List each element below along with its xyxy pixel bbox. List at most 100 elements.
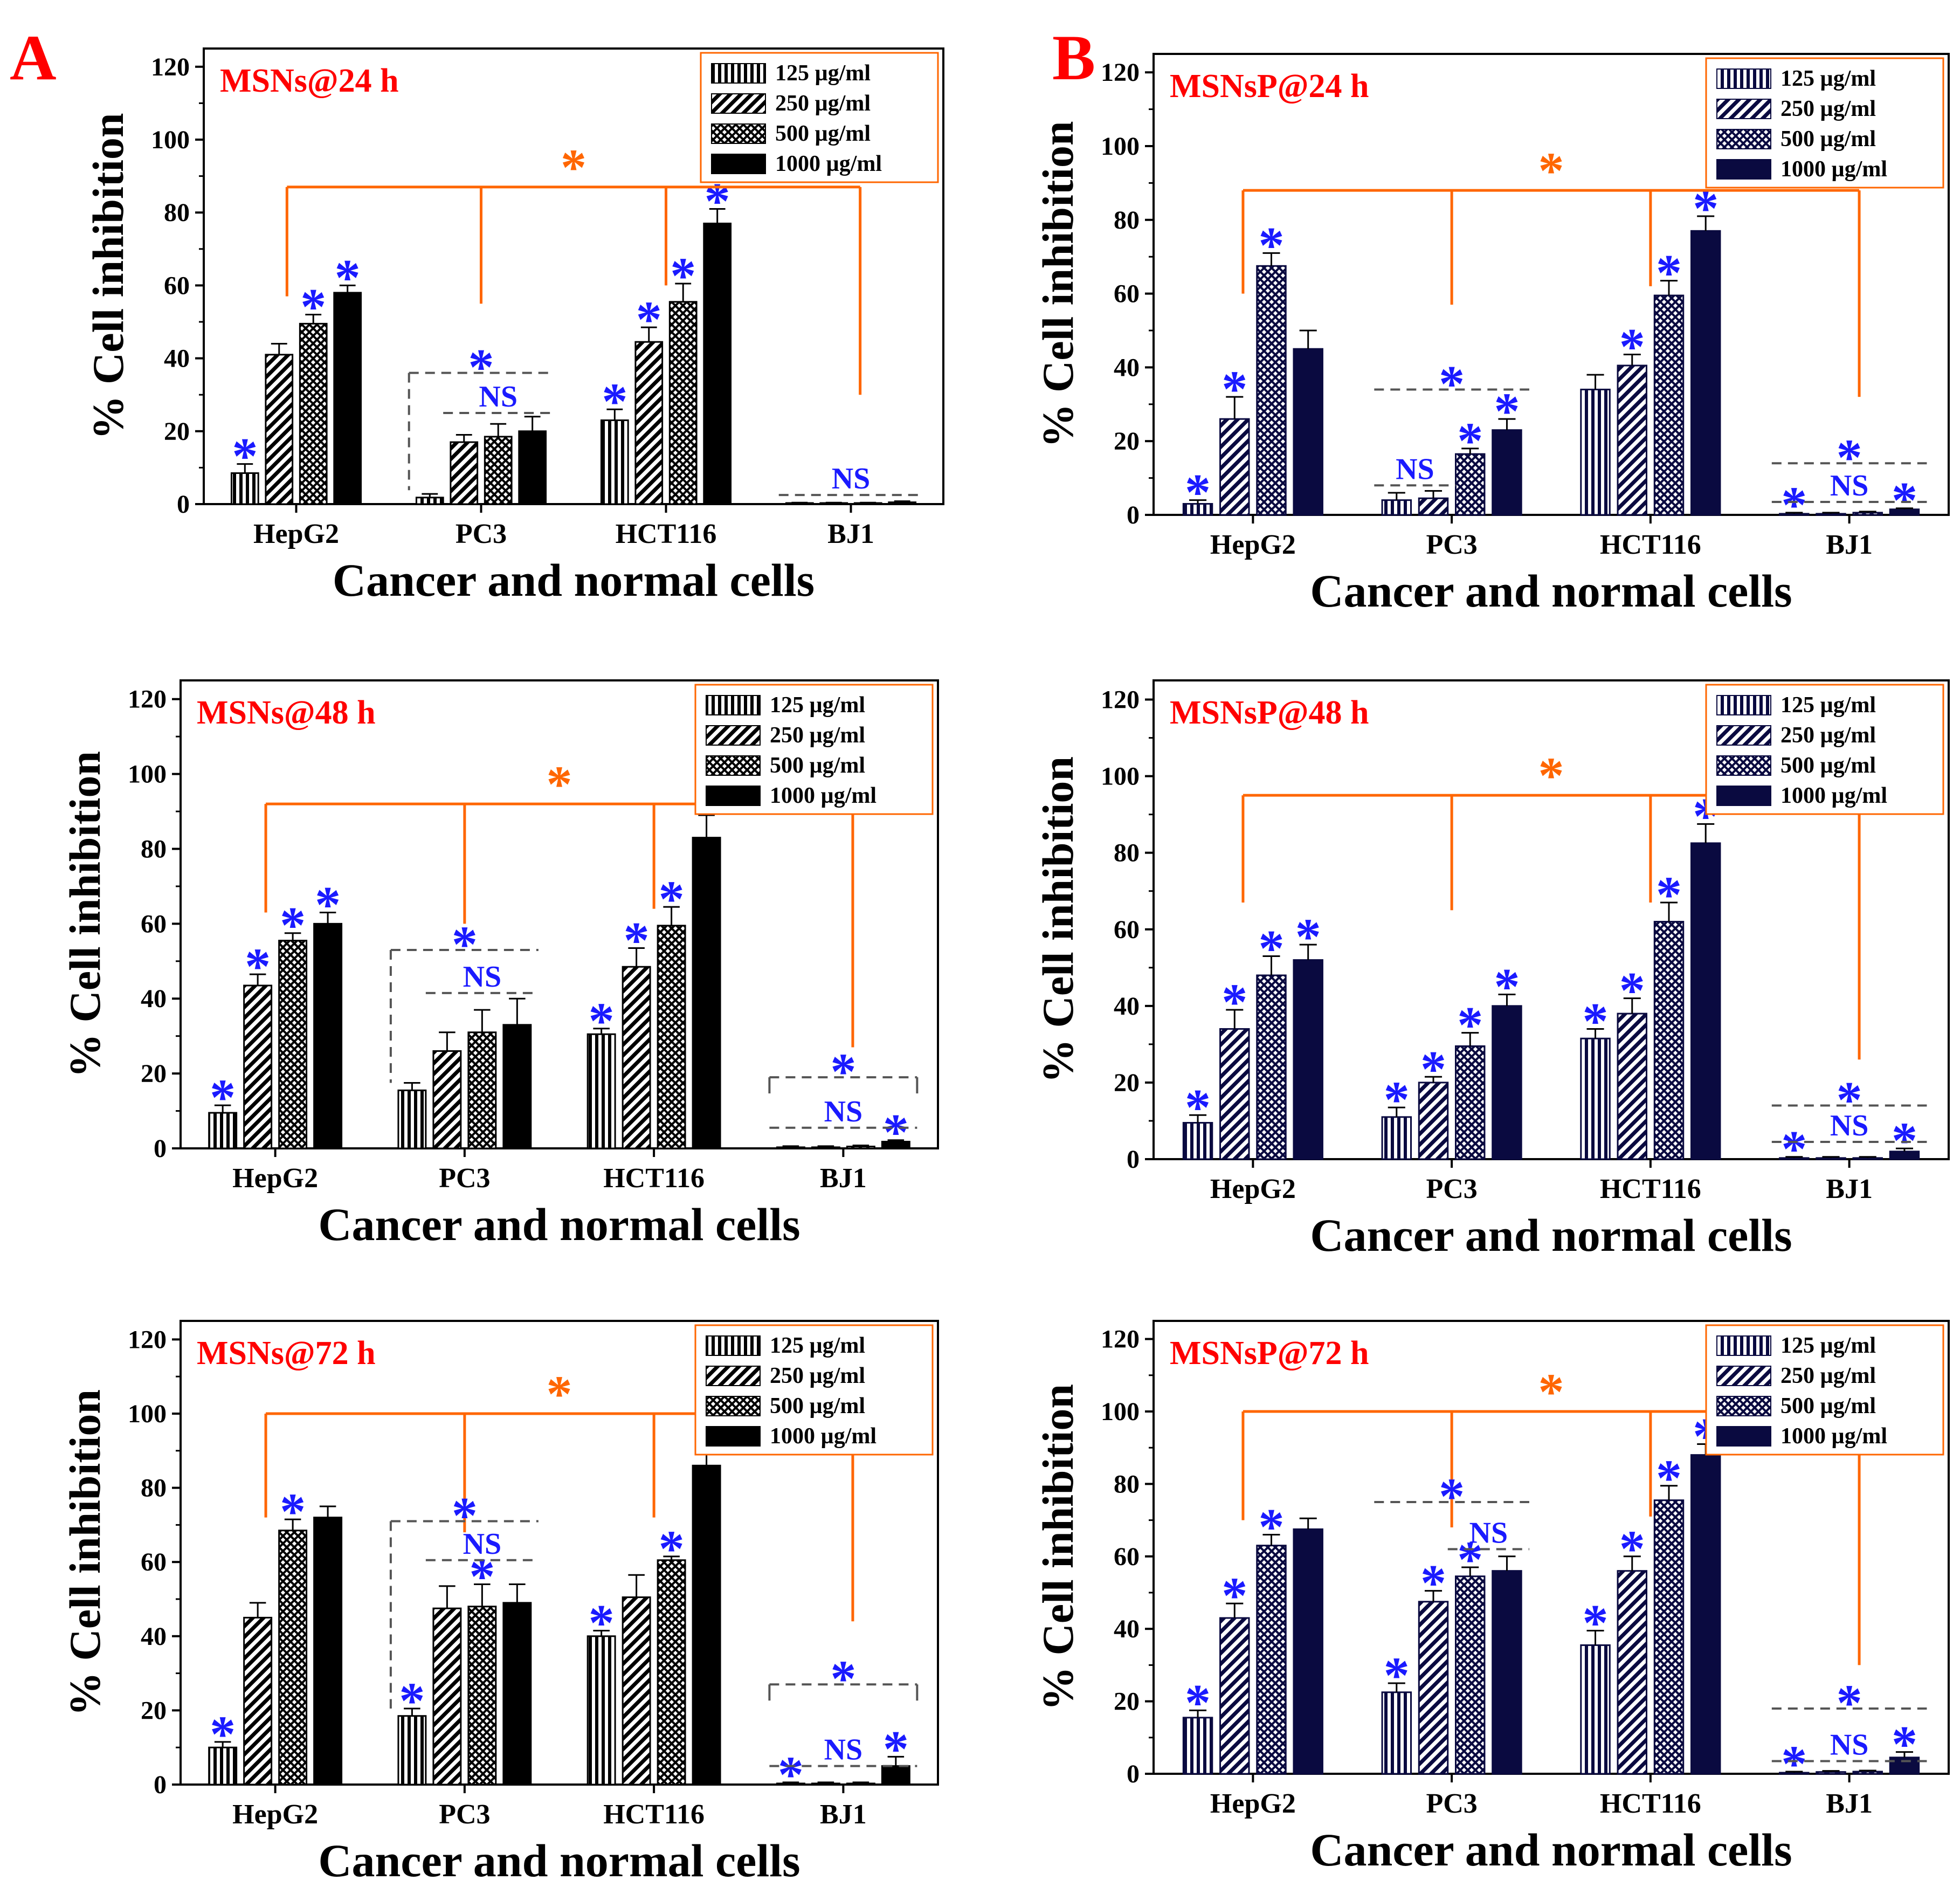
- bar: [1852, 1771, 1883, 1775]
- x-tick-label: BJ1: [820, 1799, 867, 1830]
- legend-swatch: [706, 786, 761, 806]
- bar: [333, 292, 362, 505]
- bar: [278, 1530, 308, 1786]
- y-tick-label: 40: [1114, 353, 1140, 382]
- bar: [634, 341, 664, 505]
- x-tick-label: HepG2: [253, 519, 339, 549]
- y-tick-label: 80: [1114, 839, 1140, 867]
- bar: [1653, 921, 1685, 1160]
- significance-star: *: [1781, 1120, 1807, 1178]
- bracket-star: *: [1439, 355, 1465, 412]
- bar: [1816, 513, 1846, 516]
- bar: [518, 430, 547, 505]
- significance-star: *: [1583, 1594, 1609, 1652]
- chart-title: MSNs@24 h: [220, 63, 399, 99]
- significance-star: *: [589, 1594, 615, 1651]
- legend-label: 1000 µg/ml: [1780, 1424, 1887, 1449]
- x-tick-label: PC3: [1426, 1174, 1477, 1204]
- significance-star: *: [210, 1705, 236, 1763]
- bracket-ns-label: NS: [1830, 1728, 1869, 1761]
- plot-frame: [180, 1320, 939, 1786]
- x-tick-label: HCT116: [1600, 529, 1701, 560]
- x-tick-label: PC3: [456, 519, 507, 549]
- bar: [243, 1616, 273, 1786]
- significance-star: *: [1185, 1078, 1211, 1136]
- bar: [668, 301, 698, 505]
- bar: [692, 837, 721, 1149]
- bar: [467, 1031, 497, 1149]
- legend-label: 1000 µg/ml: [1780, 783, 1887, 808]
- x-tick-label: BJ1: [1826, 1788, 1873, 1819]
- bar: [1690, 842, 1721, 1160]
- bracket-star: *: [1837, 429, 1862, 486]
- legend-label: 250 µg/ml: [775, 91, 871, 116]
- bracket-ns-label: NS: [824, 1733, 863, 1767]
- significance-star: *: [300, 278, 326, 335]
- bar: [1219, 1028, 1250, 1160]
- y-tick-label: 100: [1101, 1397, 1140, 1426]
- bar: [208, 1112, 238, 1149]
- y-tick-label: 0: [1127, 501, 1140, 529]
- x-tick-label: HCT116: [1600, 1788, 1701, 1819]
- legend-swatch: [1716, 68, 1771, 89]
- y-tick-label: 60: [164, 271, 190, 300]
- significance-star: *: [1457, 996, 1483, 1054]
- orange-star: *: [547, 1365, 572, 1423]
- significance-star: *: [1258, 1498, 1284, 1555]
- y-axis-label: % Cell inhibition: [1033, 756, 1082, 1083]
- significance-star: *: [1420, 1554, 1446, 1612]
- x-tick-label: HCT116: [1600, 1174, 1701, 1204]
- legend-swatch: [706, 725, 761, 746]
- legend-label: 250 µg/ml: [1780, 1363, 1876, 1388]
- legend-label: 250 µg/ml: [1780, 97, 1876, 121]
- y-axis-label: % Cell inhibition: [84, 113, 133, 439]
- orange-star: *: [547, 755, 572, 813]
- x-tick-label: BJ1: [1826, 529, 1873, 560]
- legend-swatch: [711, 93, 766, 114]
- bar: [888, 501, 917, 505]
- legend-swatch: [1716, 1335, 1771, 1356]
- x-tick-label: HCT116: [603, 1163, 705, 1194]
- panel-letter-b: B: [1052, 22, 1096, 93]
- x-tick-label: BJ1: [820, 1163, 867, 1194]
- y-tick-label: 20: [1114, 1688, 1140, 1716]
- significance-star: *: [1781, 1735, 1807, 1793]
- bracket-ns-label: NS: [1830, 1109, 1869, 1142]
- bar: [502, 1602, 532, 1786]
- x-axis-label: Cancer and normal cells: [318, 1835, 800, 1884]
- legend-swatch: [1716, 1426, 1771, 1447]
- bar: [1219, 1617, 1250, 1775]
- significance-star: *: [589, 992, 615, 1050]
- y-axis-label: % Cell inhibition: [1033, 121, 1082, 447]
- y-tick-label: 80: [1114, 1470, 1140, 1498]
- y-tick-label: 60: [141, 1548, 167, 1576]
- significance-star: *: [1258, 919, 1284, 977]
- y-tick-label: 100: [128, 1400, 167, 1428]
- significance-star: *: [1457, 412, 1483, 470]
- bar: [467, 1606, 497, 1786]
- significance-star: *: [1494, 382, 1520, 440]
- x-tick-label: PC3: [439, 1799, 490, 1830]
- bar: [1492, 429, 1522, 516]
- legend-swatch: [711, 123, 766, 144]
- bar: [846, 1146, 875, 1149]
- significance-star: *: [670, 247, 696, 305]
- y-tick-label: 80: [1114, 206, 1140, 235]
- y-tick-label: 0: [154, 1771, 167, 1799]
- x-axis-label: Cancer and normal cells: [1310, 1209, 1792, 1261]
- y-axis-label: % Cell inhibition: [1033, 1384, 1082, 1711]
- plot-frame: [1152, 679, 1950, 1160]
- x-tick-label: HCT116: [603, 1799, 705, 1830]
- orange-star: *: [561, 139, 586, 196]
- legend-label: 125 µg/ml: [770, 1333, 865, 1358]
- y-tick-label: 0: [1127, 1145, 1140, 1174]
- bar: [208, 1746, 238, 1786]
- legend-label: 1000 µg/ml: [770, 1424, 877, 1449]
- plot-frame: [1152, 53, 1950, 516]
- bar: [622, 966, 651, 1149]
- chart-title: MSNsP@24 h: [1170, 68, 1369, 105]
- legend-swatch: [706, 695, 761, 715]
- panel-letter-a: A: [10, 22, 57, 93]
